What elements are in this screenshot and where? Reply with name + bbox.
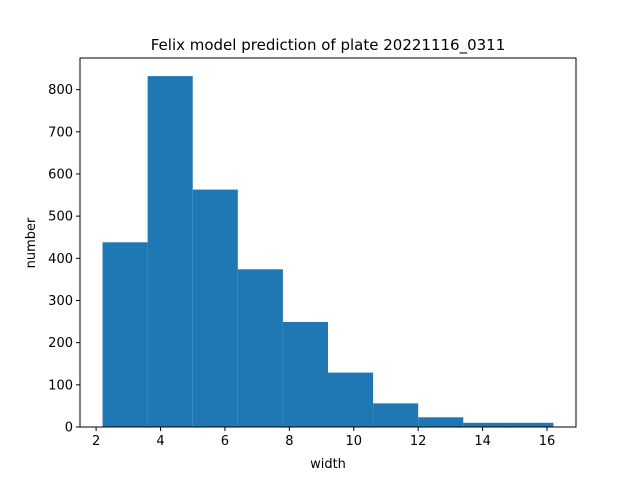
x-tick-label: 2 [92, 434, 100, 449]
y-tick-label: 200 [48, 336, 73, 351]
histogram-bar [418, 417, 464, 427]
y-tick-label: 400 [48, 252, 73, 267]
y-tick-label: 700 [48, 125, 73, 140]
y-axis-label: number [24, 217, 39, 268]
x-tick-label: 14 [474, 434, 491, 449]
y-tick-label: 600 [48, 167, 73, 182]
histogram-bar [102, 242, 148, 427]
y-tick-label: 0 [65, 421, 73, 436]
x-tick-label: 6 [221, 434, 229, 449]
x-tick-label: 12 [410, 434, 427, 449]
x-tick-label: 4 [156, 434, 164, 449]
x-axis-label: width [310, 457, 346, 472]
y-tick-label: 100 [48, 378, 73, 393]
histogram-bar [147, 76, 193, 427]
y-tick-label: 800 [48, 83, 73, 98]
plot-frame [79, 57, 577, 428]
y-axis: 0 100 200 300 400 500 600 700 800 [48, 83, 80, 436]
histogram-bar [237, 269, 283, 427]
histogram-bar [282, 321, 328, 427]
histogram-bar [508, 422, 554, 427]
x-tick-label: 8 [285, 434, 293, 449]
y-tick-label: 500 [48, 210, 73, 225]
histogram-bar [192, 189, 238, 427]
y-tick-label: 300 [48, 294, 73, 309]
x-tick-label: 16 [539, 434, 556, 449]
x-axis: 2 4 6 8 10 12 14 16 [92, 427, 555, 449]
histogram-bar [463, 422, 509, 427]
histogram-bar [328, 372, 374, 427]
x-tick-label: 10 [345, 434, 362, 449]
bars-group [102, 76, 554, 427]
histogram-bar [373, 403, 419, 427]
chart-title: Felix model prediction of plate 20221116… [151, 36, 506, 55]
